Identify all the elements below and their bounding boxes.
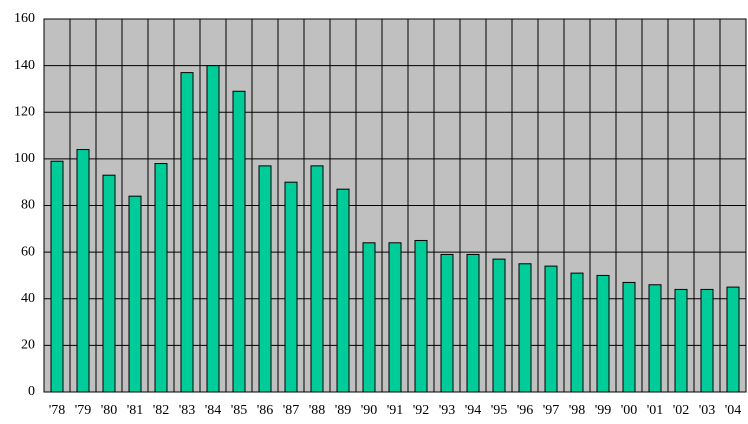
bar (128, 195, 142, 393)
x-tick-label: '84 (205, 403, 222, 418)
bar (700, 288, 714, 393)
x-tick-label: '04 (725, 403, 742, 418)
bar (726, 286, 740, 393)
bar (596, 274, 610, 393)
y-tick-label: 80 (21, 198, 35, 213)
x-tick-label: '02 (673, 403, 690, 418)
x-tick-label: '91 (387, 403, 404, 418)
bar (50, 160, 64, 393)
bar (648, 284, 662, 393)
y-tick-label: 140 (14, 58, 35, 73)
x-tick-label: '00 (621, 403, 638, 418)
bar (388, 242, 402, 393)
y-tick-label: 60 (21, 244, 35, 259)
bar (180, 72, 194, 393)
y-tick-label: 0 (28, 384, 35, 399)
bar (466, 253, 480, 393)
bar (492, 258, 506, 393)
x-tick-label: '88 (309, 403, 326, 418)
y-tick-label: 40 (21, 291, 35, 306)
x-tick-label: '86 (257, 403, 274, 418)
x-tick-label: '94 (465, 403, 482, 418)
bar (414, 239, 428, 393)
bar (232, 90, 246, 393)
x-tick-label: '81 (127, 403, 144, 418)
bar (544, 265, 558, 393)
x-tick-label: '98 (569, 403, 586, 418)
bar (336, 188, 350, 393)
x-tick-label: '78 (49, 403, 66, 418)
x-tick-label: '97 (543, 403, 560, 418)
bar (102, 174, 116, 393)
bar (674, 288, 688, 393)
bar (570, 272, 584, 393)
x-tick-label: '87 (283, 403, 300, 418)
y-tick-label: 20 (21, 338, 35, 353)
bar (206, 65, 220, 393)
x-tick-label: '83 (179, 403, 196, 418)
x-tick-label: '85 (231, 403, 248, 418)
x-tick-label: '90 (361, 403, 378, 418)
bar (154, 163, 168, 393)
x-tick-label: '99 (595, 403, 612, 418)
bar (310, 165, 324, 393)
x-tick-label: '82 (153, 403, 170, 418)
x-tick-label: '93 (439, 403, 456, 418)
bar (518, 263, 532, 393)
x-tick-label: '92 (413, 403, 430, 418)
bar (362, 242, 376, 393)
bar (440, 253, 454, 393)
y-tick-label: 160 (14, 11, 35, 26)
bar (284, 181, 298, 393)
x-tick-label: '79 (75, 403, 92, 418)
bar (76, 149, 90, 393)
bar (258, 165, 272, 393)
x-tick-label: '01 (647, 403, 664, 418)
y-tick-label: 120 (14, 104, 35, 119)
x-tick-label: '89 (335, 403, 352, 418)
y-tick-label: 100 (14, 151, 35, 166)
x-tick-label: '80 (101, 403, 118, 418)
bar (622, 281, 636, 393)
x-tick-label: '03 (699, 403, 716, 418)
x-tick-label: '95 (491, 403, 508, 418)
x-tick-label: '96 (517, 403, 534, 418)
